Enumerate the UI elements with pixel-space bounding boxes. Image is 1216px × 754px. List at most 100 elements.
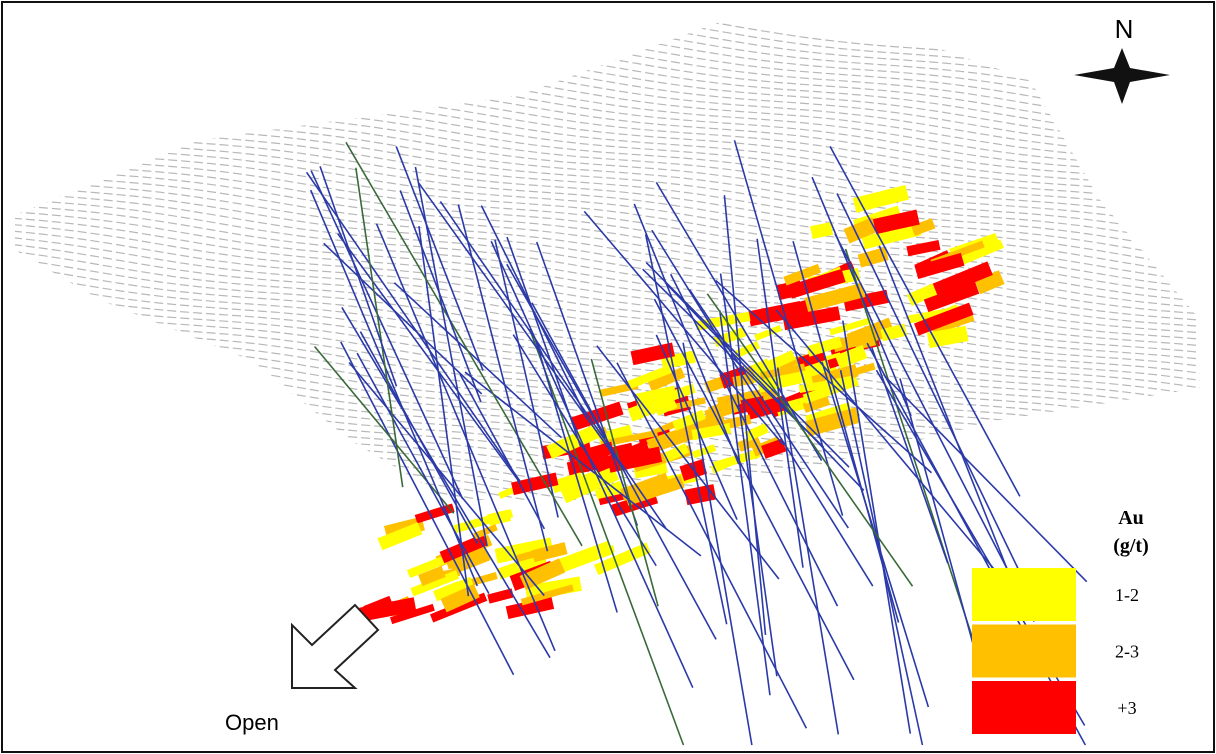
drill-hole [688,289,849,529]
grade-block [566,453,611,476]
legend: Au (g/t) 1-2 2-3 +3 [972,507,1149,734]
grade-block [974,270,1005,295]
terrain-line [15,142,1200,289]
grade-block [595,483,621,500]
terrain-line [15,197,1200,340]
grade-block [834,344,868,369]
grade-block [655,383,696,406]
terrain-line [15,178,1200,321]
drill-hole [395,146,484,371]
direction-arrow [291,603,380,689]
terrain-line [15,119,1200,268]
drill-hole [418,182,623,468]
terrain-line [15,184,1200,327]
terrain-line [15,263,1200,412]
drill-hole [457,204,549,552]
grade-block [473,524,498,540]
legend-swatch [972,624,1076,678]
grade-block [911,218,936,236]
grade-block [390,603,435,625]
grade-block [359,597,417,622]
terrain-line [15,171,1200,315]
terrain-line [15,216,1200,360]
drill-hole [775,309,1003,579]
grade-block [923,281,980,313]
drill-hole [535,241,639,526]
legend-label: 2-3 [1115,642,1139,662]
grade-block [802,395,831,413]
drill-hole [878,245,1016,590]
grade-block [505,596,555,619]
grade-block [843,217,879,244]
drill-hole [319,166,398,387]
grade-block [710,454,741,474]
terrain-line [15,157,1200,302]
grade-block [747,301,803,327]
terrain-line [15,301,1200,450]
drill-hole [494,239,559,518]
grade-block [754,325,782,341]
grade-block [662,443,690,463]
annotation: Open [225,710,279,735]
grade-block [744,423,769,442]
drill-hole [715,279,933,474]
drill-hole [811,176,912,417]
grade-block [652,420,678,437]
grade-block [804,282,866,313]
grade-block [829,317,871,336]
grade-block [761,438,787,459]
drill-hole [512,334,657,567]
grade-block [906,239,941,257]
drill-hole [664,281,865,492]
grade-block [626,364,673,390]
drill-hole [899,378,980,664]
drill-hole [305,171,521,483]
grade-block [843,289,890,312]
drill-hole [719,273,778,677]
drill-hole [459,373,546,530]
grade-block [691,444,717,459]
drill-holes [305,140,1088,746]
drill-hole [439,201,667,529]
legend-swatch [972,681,1076,734]
terrain-line [15,285,1200,435]
drill-hole [309,189,479,587]
drill-hole [655,334,738,520]
grade-block [593,542,651,576]
grade-block [406,554,451,579]
drill-hole [323,242,483,395]
grade-block [550,472,585,494]
drill-hole [653,298,855,681]
grade-block [579,545,615,560]
grade-block [487,588,514,604]
terrain-line [15,204,1200,347]
drill-hole [310,170,464,500]
drill-hole [531,302,717,640]
legend-label: 1-2 [1115,585,1139,605]
grade-block [797,349,827,369]
grade-block [810,222,834,239]
grade-block [432,581,462,602]
grade-block [932,261,993,298]
grade-block [852,184,910,213]
drill-hole [682,342,753,746]
drill-hole [842,320,912,734]
drill-hole [506,236,582,448]
terrain-line [15,242,1200,389]
drill-hole [669,273,839,607]
grade-block [519,558,566,591]
drill-hole [337,233,518,479]
grade-block [377,522,423,551]
drill-hole [355,167,404,488]
grade-block [634,385,677,408]
terrain-line [15,270,1200,419]
terrain-line [15,256,1200,404]
drill-hole [356,352,490,594]
drill-hole [340,341,515,676]
drill-hole [464,371,702,557]
grade-block [872,209,920,235]
compass-star [1074,48,1170,104]
grade-block [857,247,889,268]
terrain-line [15,223,1200,367]
